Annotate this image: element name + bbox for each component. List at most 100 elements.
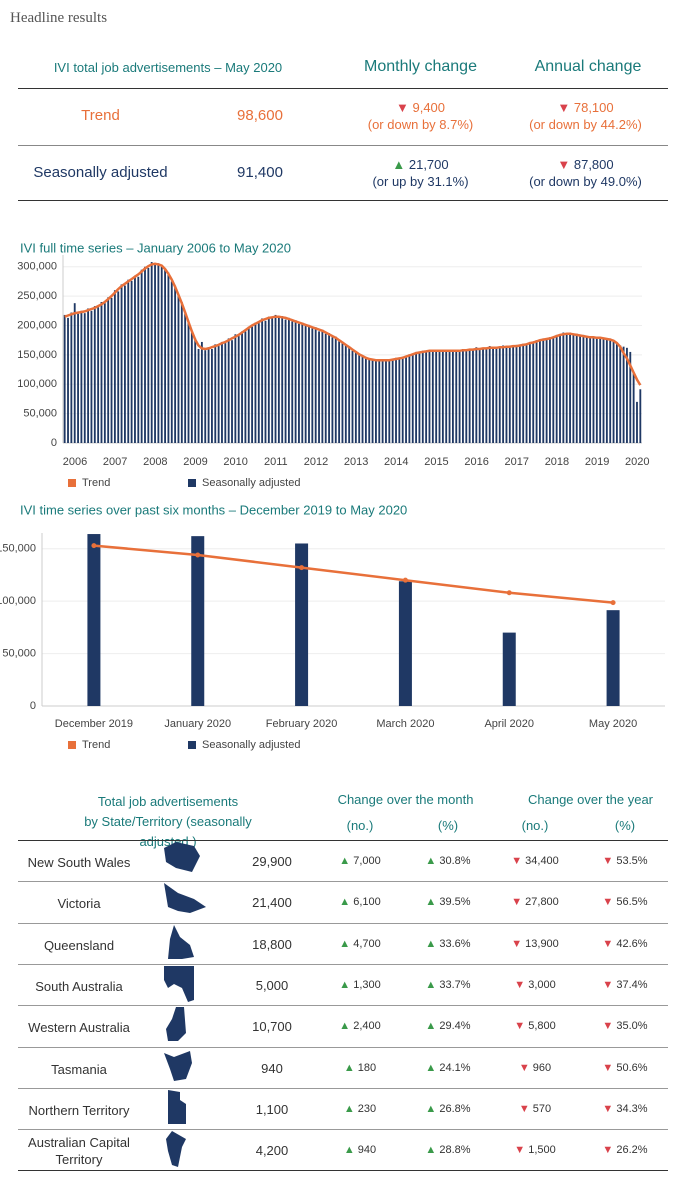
change-value: ▲ 21,700	[392, 157, 449, 172]
change-note: (or down by 49.0%)	[529, 174, 642, 189]
bar	[575, 333, 578, 443]
column-header: Monthly change	[364, 58, 477, 75]
group-header: Change over the month	[337, 792, 474, 807]
state-shape	[164, 883, 206, 914]
bar	[502, 345, 505, 443]
bar	[602, 337, 605, 443]
x-tick-label: December 2019	[55, 718, 133, 730]
bar	[164, 269, 166, 443]
trend-point	[610, 600, 616, 606]
state-name: South Australia	[35, 978, 123, 994]
bar	[174, 285, 177, 443]
bar	[508, 345, 511, 443]
y-tick-label: 0	[51, 437, 57, 449]
bar	[455, 350, 458, 443]
state-change: ▲ 4,700	[339, 937, 381, 950]
state-change: ▼ 27,800	[511, 896, 559, 909]
state-change: ▲ 26.8%	[425, 1102, 471, 1115]
state-icon	[164, 1050, 192, 1081]
bar	[398, 581, 412, 706]
bar	[435, 349, 438, 443]
bar	[251, 326, 254, 443]
bar	[97, 307, 100, 443]
bar	[137, 276, 140, 443]
bar	[555, 334, 558, 443]
state-value: 5,000	[255, 977, 289, 993]
headline-header: IVI total job advertisements – May 2020 …	[18, 58, 668, 78]
y-tick-label: 250,000	[17, 290, 57, 302]
bar	[512, 346, 515, 443]
trend-point	[299, 565, 305, 571]
x-tick-label: 2016	[464, 456, 488, 468]
bar	[301, 322, 304, 443]
bar	[381, 359, 384, 443]
bar	[482, 347, 484, 443]
chart-title: IVI full time series – January 2006 to M…	[20, 240, 291, 255]
row-rule	[18, 1129, 668, 1131]
state-shape	[164, 1050, 192, 1081]
x-tick-label: February 2020	[266, 718, 338, 730]
state-change: ▲ 39.5%	[425, 896, 471, 909]
legend-swatch	[68, 479, 76, 487]
state-shape	[164, 842, 200, 872]
state-shape	[166, 1131, 186, 1168]
bar	[217, 346, 220, 443]
bar	[328, 333, 330, 443]
bar	[582, 334, 585, 443]
bar	[465, 350, 468, 443]
legend-swatch	[188, 479, 196, 487]
rule	[18, 200, 668, 201]
bar	[565, 334, 568, 443]
bar	[244, 331, 247, 443]
bar	[421, 350, 424, 443]
y-tick-label: 300,000	[17, 261, 57, 273]
change-value: ▼ 87,800	[557, 157, 614, 172]
x-tick-label: January 2020	[164, 718, 231, 730]
bar	[388, 359, 391, 443]
bar	[295, 543, 309, 706]
bar	[184, 313, 187, 443]
bar	[87, 308, 90, 443]
legend-label: Trend	[82, 739, 110, 751]
bar	[123, 285, 126, 443]
bar	[354, 351, 357, 443]
x-tick-label: 2013	[344, 456, 368, 468]
state-shape	[164, 965, 194, 1002]
y-tick-label: 100,000	[0, 595, 36, 607]
bar	[241, 331, 243, 443]
row-rule	[18, 881, 668, 883]
bar	[87, 534, 101, 706]
x-tick-label: 2020	[625, 456, 649, 468]
bar	[318, 331, 320, 443]
bar	[375, 359, 377, 443]
bar	[113, 290, 116, 443]
state-icon	[168, 1089, 186, 1124]
bar	[231, 340, 233, 443]
bar	[83, 313, 86, 443]
bar	[334, 336, 337, 443]
trend-line	[93, 544, 614, 604]
x-tick-label: 2010	[223, 456, 247, 468]
bar	[401, 356, 404, 443]
bar	[204, 350, 207, 443]
bar	[569, 332, 571, 443]
bar	[257, 323, 260, 443]
sub-header: (%)	[437, 818, 459, 833]
bar	[492, 348, 494, 443]
bar	[344, 345, 347, 443]
x-tick-label: 2006	[63, 456, 87, 468]
bar	[287, 317, 290, 443]
bar	[267, 316, 270, 443]
legend-label: Seasonally adjusted	[202, 477, 300, 489]
legend-swatch	[68, 741, 76, 749]
legend-swatch	[188, 741, 196, 749]
state-icon	[164, 883, 206, 914]
bar	[532, 343, 535, 443]
sub-header: (no.)	[346, 818, 374, 833]
y-tick-label: 0	[30, 700, 36, 712]
state-icon	[166, 1131, 186, 1168]
x-tick-label: 2018	[545, 456, 569, 468]
row-rule	[18, 1087, 668, 1089]
bar	[605, 339, 608, 443]
bar	[361, 355, 364, 443]
